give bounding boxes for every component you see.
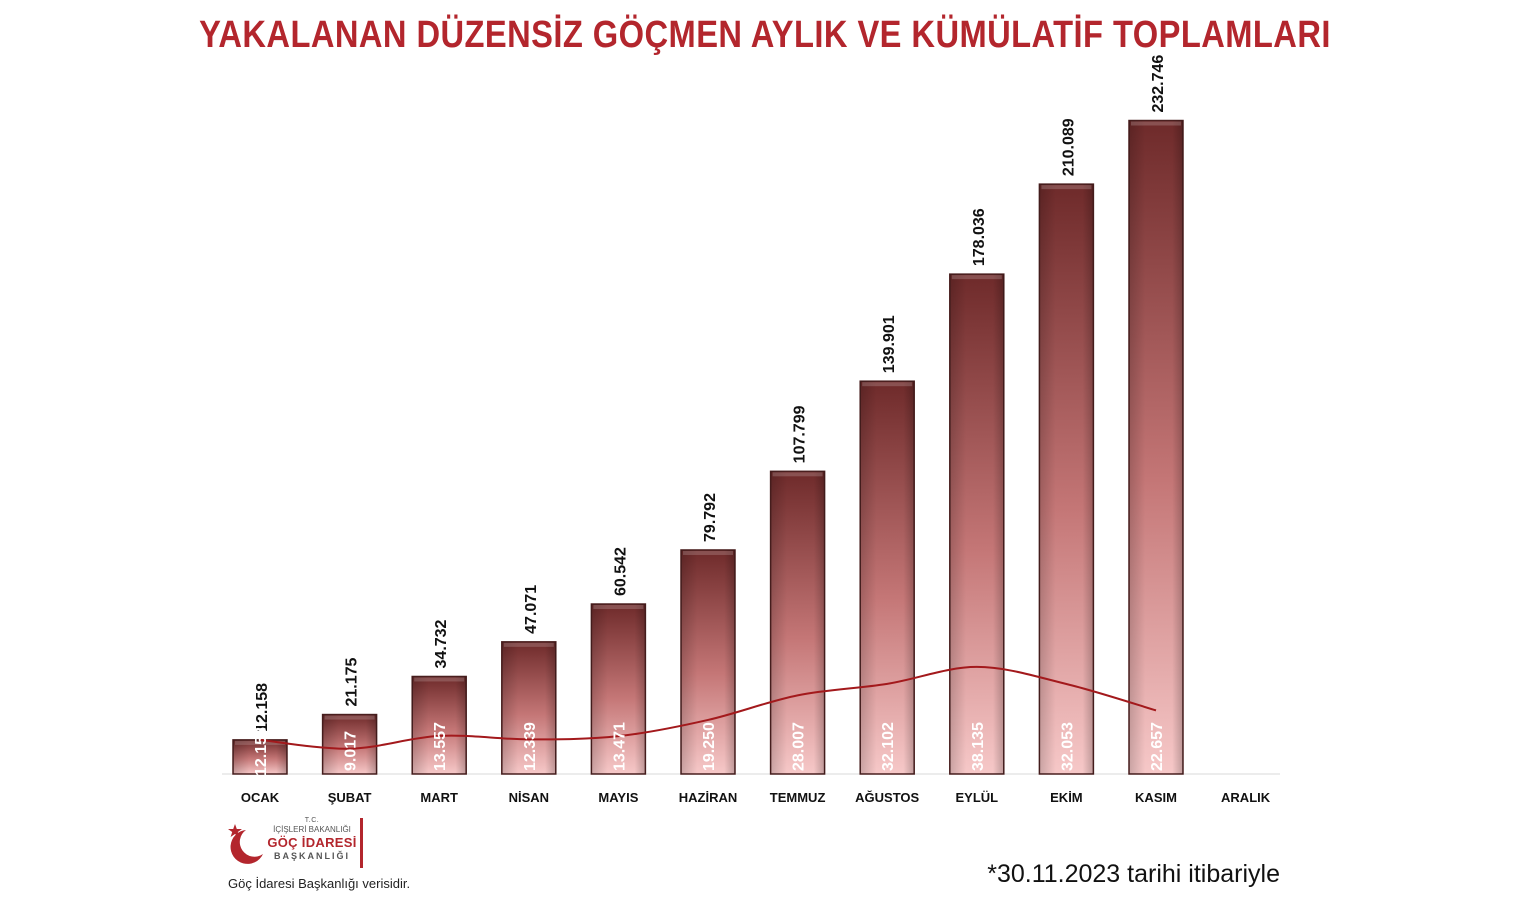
- bar-shade-3: [501, 641, 556, 774]
- bar-shade-7: [860, 381, 915, 774]
- bar-value-label-1: 21.175: [344, 658, 361, 707]
- logo-line-1: T.C.: [304, 817, 320, 824]
- category-label-3: NİSAN: [509, 790, 549, 805]
- bar-shade-10: [1129, 120, 1183, 774]
- category-label-5: HAZİRAN: [679, 790, 738, 805]
- bar-shade-8: [949, 274, 1004, 774]
- bar-highlight-7: [862, 382, 913, 387]
- bar-highlight-5: [683, 550, 733, 555]
- category-label-0: OCAK: [241, 790, 280, 805]
- bar-shade-6: [770, 471, 825, 774]
- bar-highlight-3: [503, 642, 554, 647]
- chart-title: YAKALANAN DÜZENSİZ GÖÇMEN AYLIK VE KÜMÜL…: [199, 14, 1331, 56]
- line-value-label-4: 13.471: [611, 722, 628, 771]
- line-value-label-6: 28.007: [791, 722, 808, 771]
- category-label-10: KASIM: [1135, 790, 1177, 805]
- line-value-label-9: 32.053: [1059, 722, 1076, 771]
- bar-shade-4: [591, 604, 646, 774]
- bar-highlight-1: [324, 715, 375, 720]
- monthly-line: [259, 665, 1157, 750]
- bar-value-label-10: 232.746: [1150, 55, 1167, 113]
- bar-highlight-4: [593, 605, 644, 610]
- line-value-label-10: 22.657: [1149, 722, 1166, 771]
- bar-value-label-2: 34.732: [433, 619, 450, 668]
- category-label-6: TEMMUZ: [770, 790, 826, 805]
- line-value-label-3: 12.339: [522, 722, 539, 771]
- bar-shade-0: [233, 739, 287, 774]
- labels-layer: 12.158 OCAK 21.175 ŞUBAT 34.732 MART 47.071 NİS…: [241, 55, 1271, 805]
- crescent-star-icon: [228, 824, 263, 864]
- line-value-label-0: 12.158: [253, 727, 270, 776]
- date-note: *30.11.2023 tarihi itibariyle: [987, 860, 1280, 888]
- bar-value-label-4: 60.542: [612, 547, 629, 596]
- category-label-8: EYLÜL: [955, 790, 998, 805]
- logo-line-2: İÇİŞLERİ BAKANLIĞI: [273, 825, 351, 834]
- category-label-2: MART: [420, 790, 458, 805]
- bar-value-label-5: 79.792: [702, 493, 719, 542]
- ministry-logo: T.C. İÇİŞLERİ BAKANLIĞI GÖÇ İDARESİ BAŞK…: [226, 817, 376, 874]
- source-note: Göç İdaresi Başkanlığı verisidir.: [228, 876, 411, 891]
- logo-line-3: GÖÇ İDARESİ: [267, 835, 357, 850]
- category-label-4: MAYIS: [598, 790, 638, 805]
- bar-value-label-6: 107.799: [792, 405, 809, 463]
- bar-value-label-3: 47.071: [523, 585, 540, 634]
- category-label-11: ARALIK: [1221, 790, 1271, 805]
- category-label-1: ŞUBAT: [328, 790, 372, 805]
- bar-highlight-9: [1041, 185, 1092, 190]
- bar-value-label-8: 178.036: [971, 208, 988, 266]
- bar-shade-2: [412, 676, 467, 774]
- logo-line-4: BAŞKANLIĞI: [274, 851, 350, 861]
- bars-layer: [222, 119, 1280, 775]
- line-value-label-2: 13.557: [432, 722, 449, 771]
- bar-value-label-0: 12.158: [254, 683, 271, 732]
- line-value-label-1: 9.017: [343, 731, 360, 771]
- bar-shade-1: [322, 714, 377, 774]
- bar-highlight-2: [414, 677, 465, 682]
- line-layer: [259, 665, 1157, 750]
- bar-shade-5: [681, 549, 735, 774]
- bar-value-label-7: 139.901: [881, 315, 898, 373]
- category-label-9: EKİM: [1050, 790, 1083, 805]
- bar-shade-9: [1039, 184, 1094, 774]
- line-value-label-5: 19.250: [701, 722, 718, 771]
- category-label-7: AĞUSTOS: [855, 790, 919, 805]
- bar-value-label-9: 210.089: [1060, 118, 1077, 176]
- line-value-label-7: 32.102: [880, 722, 897, 771]
- logo-divider: [360, 818, 363, 868]
- bar-highlight-8: [951, 275, 1002, 280]
- line-value-label-8: 38.135: [970, 722, 987, 771]
- bar-highlight-10: [1131, 121, 1181, 126]
- bar-highlight-6: [772, 472, 823, 477]
- bar-highlight-0: [235, 740, 285, 745]
